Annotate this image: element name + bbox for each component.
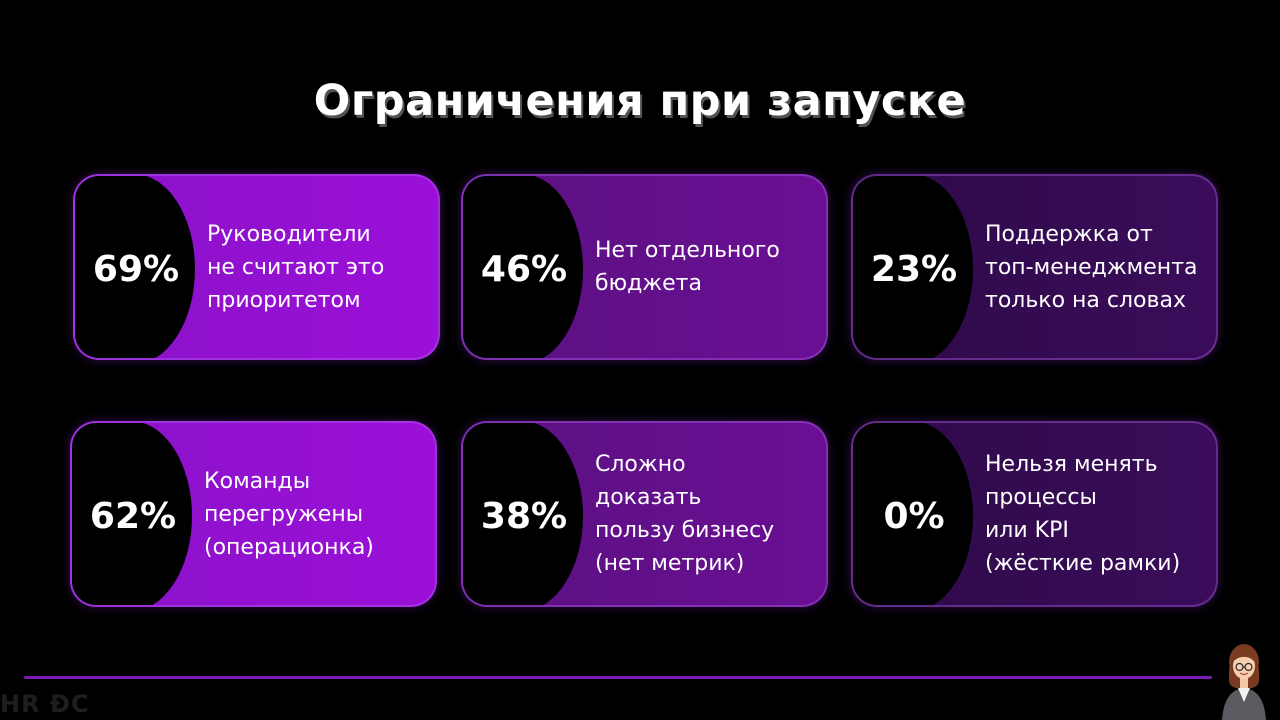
stat-percent: 23% — [870, 248, 958, 290]
stat-percent: 69% — [92, 248, 180, 290]
stat-card-processes: 0% Нельзя менять процессы или KPI (жёстк… — [851, 421, 1218, 607]
stat-text: Руководители не считают это приоритетом — [207, 221, 385, 313]
presenter-avatar-icon — [1222, 644, 1266, 720]
card-blob — [463, 423, 583, 605]
stat-text: Команды перегружены (операционка) — [204, 468, 374, 560]
stat-percent: 0% — [883, 495, 945, 537]
slide-title: Ограничения при запуске — [313, 76, 967, 126]
stat-text: Нет отдельного бюджета — [595, 238, 780, 296]
stat-card-metrics: 38% Сложно доказать пользу бизнесу (нет … — [461, 421, 828, 607]
card-blob — [853, 176, 973, 358]
card-blob — [463, 176, 583, 358]
stat-percent: 62% — [89, 495, 177, 537]
stat-text: Нельзя менять процессы или KPI (жёсткие … — [985, 452, 1181, 576]
stat-percent: 38% — [480, 495, 568, 537]
stat-card-top-management: 23% Поддержка от топ-менеджмента только … — [851, 174, 1218, 360]
stat-card-teams: 62% Команды перегружены (операционка) — [70, 421, 437, 607]
card-blob — [853, 423, 973, 605]
stat-percent: 46% — [480, 248, 568, 290]
footer-divider — [24, 676, 1212, 679]
stat-text: Сложно доказать пользу бизнесу (нет метр… — [595, 452, 775, 576]
card-blob — [75, 176, 195, 358]
stat-card-budget: 46% Нет отдельного бюджета — [461, 174, 828, 360]
card-blob — [72, 423, 192, 605]
brand-logo: HR ĐC — [0, 690, 90, 718]
stat-card-leaders: 69% Руководители не считают это приорите… — [73, 174, 440, 360]
stat-text: Поддержка от топ-менеджмента только на с… — [985, 221, 1198, 313]
